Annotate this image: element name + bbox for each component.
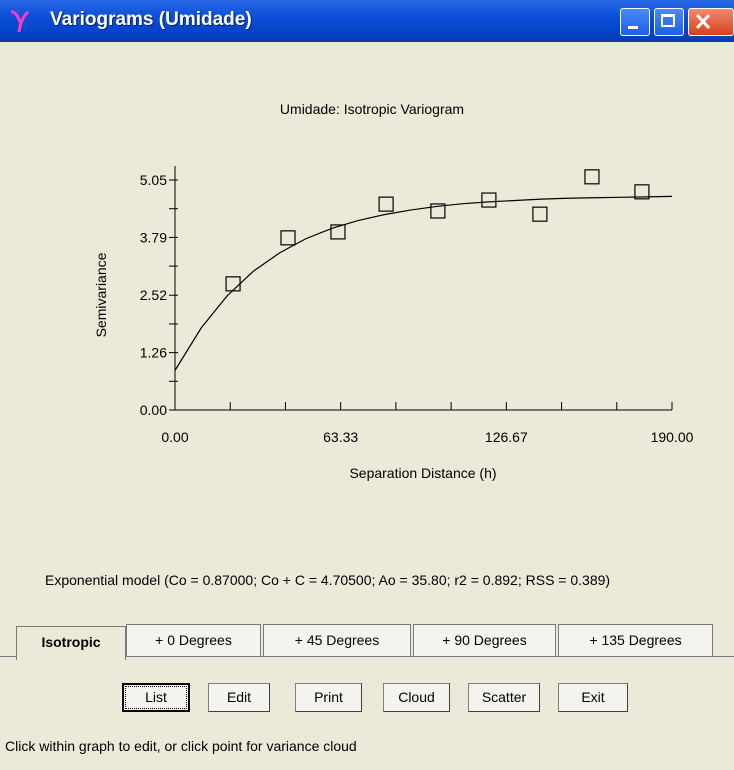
button[interactable]: List	[122, 683, 190, 712]
x-tick-label: 190.00	[651, 429, 694, 445]
x-tick-label: 63.33	[323, 429, 358, 445]
y-tick-label: 5.05	[140, 172, 167, 188]
model-curve	[174, 195, 673, 371]
title-bar: Variograms (Umidade)	[0, 0, 734, 42]
data-point	[430, 203, 446, 219]
data-point	[280, 230, 296, 246]
y-tick-label: 3.79	[140, 229, 167, 245]
tab[interactable]: Isotropic	[16, 626, 126, 660]
maximize-button[interactable]	[654, 8, 684, 36]
data-point	[481, 192, 497, 208]
x-axis-label: Separation Distance (h)	[349, 465, 496, 481]
y-tick-label: 0.00	[140, 402, 167, 418]
button[interactable]: Print	[295, 683, 362, 712]
model-summary: Exponential model (Co = 0.87000; Co + C …	[45, 572, 611, 588]
app-icon	[10, 10, 30, 33]
tab[interactable]: + 90 Degrees	[413, 624, 556, 656]
data-point	[634, 184, 650, 200]
chart: Umidade: Isotropic Variogram Separation …	[93, 101, 694, 481]
data-point	[330, 224, 346, 240]
tab[interactable]: + 135 Degrees	[558, 624, 713, 656]
data-point	[532, 206, 548, 222]
window-title: Variograms (Umidade)	[50, 9, 252, 30]
tab-panel-border	[0, 656, 734, 657]
button[interactable]: Scatter	[468, 683, 540, 712]
tab[interactable]: + 0 Degrees	[126, 624, 261, 656]
data-point	[378, 196, 394, 212]
data-point	[225, 276, 241, 292]
tab[interactable]: + 45 Degrees	[263, 624, 411, 656]
y-tick-label: 2.52	[140, 287, 167, 303]
data-point	[584, 169, 600, 185]
y-axis-label: Semivariance	[93, 252, 109, 337]
close-button[interactable]	[688, 8, 734, 36]
button[interactable]: Exit	[558, 683, 628, 712]
chart-title: Umidade: Isotropic Variogram	[280, 101, 464, 117]
status-text: Click within graph to edit, or click poi…	[5, 738, 357, 754]
y-tick-label: 1.26	[140, 345, 167, 361]
x-tick-label: 126.67	[485, 429, 528, 445]
x-tick-label: 0.00	[161, 429, 188, 445]
button[interactable]: Edit	[208, 683, 270, 712]
minimize-button[interactable]	[620, 8, 650, 36]
button[interactable]: Cloud	[383, 683, 450, 712]
